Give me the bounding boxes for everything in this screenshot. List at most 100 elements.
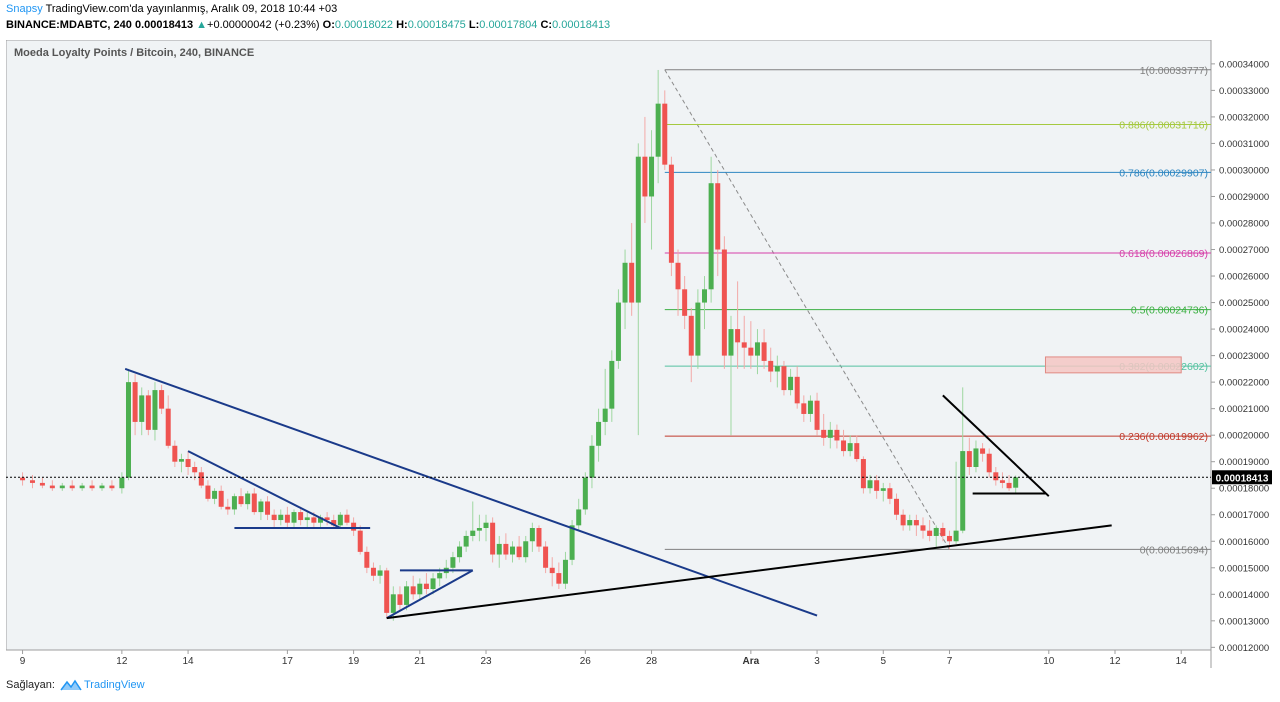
candle-body: [470, 530, 476, 536]
price-chart[interactable]: 1(0.00033777) 0.886(0.00031716) 0.786(0.00…: [6, 40, 1273, 668]
candle-117: [827, 421, 833, 449]
candle-body: [212, 490, 218, 499]
candle-134: [940, 522, 946, 542]
candle-body: [410, 586, 416, 595]
candle-57: [430, 573, 436, 595]
fib-level-label-0.5: 0.5(0.00024736): [1131, 305, 1208, 317]
trendline-0[interactable]: [124, 367, 818, 617]
y-tick-label: 0.00019000: [1219, 457, 1269, 468]
candle-body: [324, 517, 330, 521]
y-tick-label: 0.00021000: [1219, 404, 1269, 415]
open-value: 0.00018022: [334, 19, 394, 31]
candle-body: [20, 477, 26, 481]
x-tick-label: 5: [880, 656, 886, 667]
candle-body: [503, 543, 509, 555]
chart-area[interactable]: 1(0.00033777) 0.886(0.00031716) 0.786(0.00…: [6, 40, 1273, 668]
candle-55: [417, 578, 423, 600]
candle-body: [165, 408, 171, 446]
publisher-name[interactable]: Snapsy: [6, 3, 43, 15]
candle-body: [940, 528, 946, 536]
candle-body: [99, 485, 105, 489]
candle-0: [20, 472, 26, 486]
candle-body: [682, 289, 688, 316]
candle-body: [139, 395, 145, 422]
low-value: 0.00017804: [479, 19, 538, 31]
candle-64: [476, 514, 482, 542]
candle-107: [761, 329, 767, 369]
candle-body: [715, 183, 721, 250]
candle-body: [589, 445, 595, 478]
candle-body: [854, 443, 860, 460]
close-value: 0.00018413: [552, 19, 611, 31]
trendline-3[interactable]: [386, 569, 474, 620]
published-text: TradingView.com'da yayınlanmış, Aralık 0…: [45, 3, 338, 15]
candle-110: [781, 360, 787, 396]
candle-body: [390, 594, 396, 613]
candle-37: [298, 506, 304, 526]
candle-13: [139, 387, 145, 436]
candle-body: [801, 403, 807, 414]
candle-body: [788, 376, 794, 391]
candle-69: [509, 541, 515, 563]
candle-48: [370, 562, 376, 582]
candle-91: [655, 69, 661, 184]
candle-54: [410, 575, 416, 600]
candle-body: [748, 347, 754, 356]
candle-body: [265, 501, 271, 515]
y-tick-label: 0.00026000: [1219, 272, 1269, 283]
candle-body: [629, 262, 635, 303]
candle-body: [814, 400, 820, 430]
y-tick-label: 0.00031000: [1219, 139, 1269, 150]
candle-body: [602, 408, 608, 422]
candle-body: [483, 522, 489, 528]
fib-trend-dashed-line[interactable]: [664, 69, 950, 550]
candle-30: [251, 488, 257, 515]
x-tick-label: 3: [814, 656, 820, 667]
candle-52: [397, 586, 403, 611]
candle-95: [682, 276, 688, 330]
candle-104: [741, 315, 747, 369]
footer-prefix: Sağlayan:: [6, 679, 55, 691]
candle-4: [59, 482, 65, 491]
candle-143: [999, 472, 1005, 489]
trendline-5[interactable]: [386, 524, 1112, 620]
x-tick-label: Ara: [743, 656, 760, 667]
candle-42: [331, 514, 337, 528]
candle-96: [688, 307, 694, 383]
last-price: 0.00018413: [134, 19, 194, 31]
candle-body: [549, 567, 555, 574]
candle-body: [927, 530, 933, 536]
low-label: L:: [468, 19, 480, 31]
candle-131: [920, 517, 926, 539]
candle-139: [973, 440, 979, 473]
candle-body: [178, 459, 184, 462]
target-zone-box[interactable]: [1044, 356, 1182, 374]
footer-brand[interactable]: TradingView: [84, 679, 145, 691]
candle-body: [609, 360, 615, 409]
x-tick-label: 19: [348, 656, 360, 667]
candle-body: [880, 488, 886, 491]
candle-body: [351, 522, 357, 531]
candle-body: [523, 541, 529, 558]
candle-body: [569, 525, 575, 560]
candle-132: [927, 520, 933, 542]
candle-129: [907, 514, 913, 531]
candle-112: [794, 366, 800, 409]
candle-120: [847, 435, 853, 457]
trendline-1[interactable]: [187, 450, 341, 529]
candle-7: [89, 480, 95, 491]
candle-body: [69, 485, 75, 489]
candle-body: [920, 525, 926, 531]
candle-27: [231, 493, 237, 515]
x-tick-label: 23: [480, 656, 492, 667]
candle-body: [562, 559, 568, 584]
y-tick-label: 0.00016000: [1219, 537, 1269, 548]
candle-body: [271, 514, 277, 521]
last-price-tag-label: 0.00018413: [1216, 473, 1269, 484]
trendline-6[interactable]: [942, 394, 1050, 497]
tradingview-logo-icon: [60, 679, 82, 691]
candle-body: [973, 448, 979, 467]
candle-124: [874, 474, 880, 499]
candle-body: [231, 496, 237, 510]
candle-88: [635, 143, 641, 436]
